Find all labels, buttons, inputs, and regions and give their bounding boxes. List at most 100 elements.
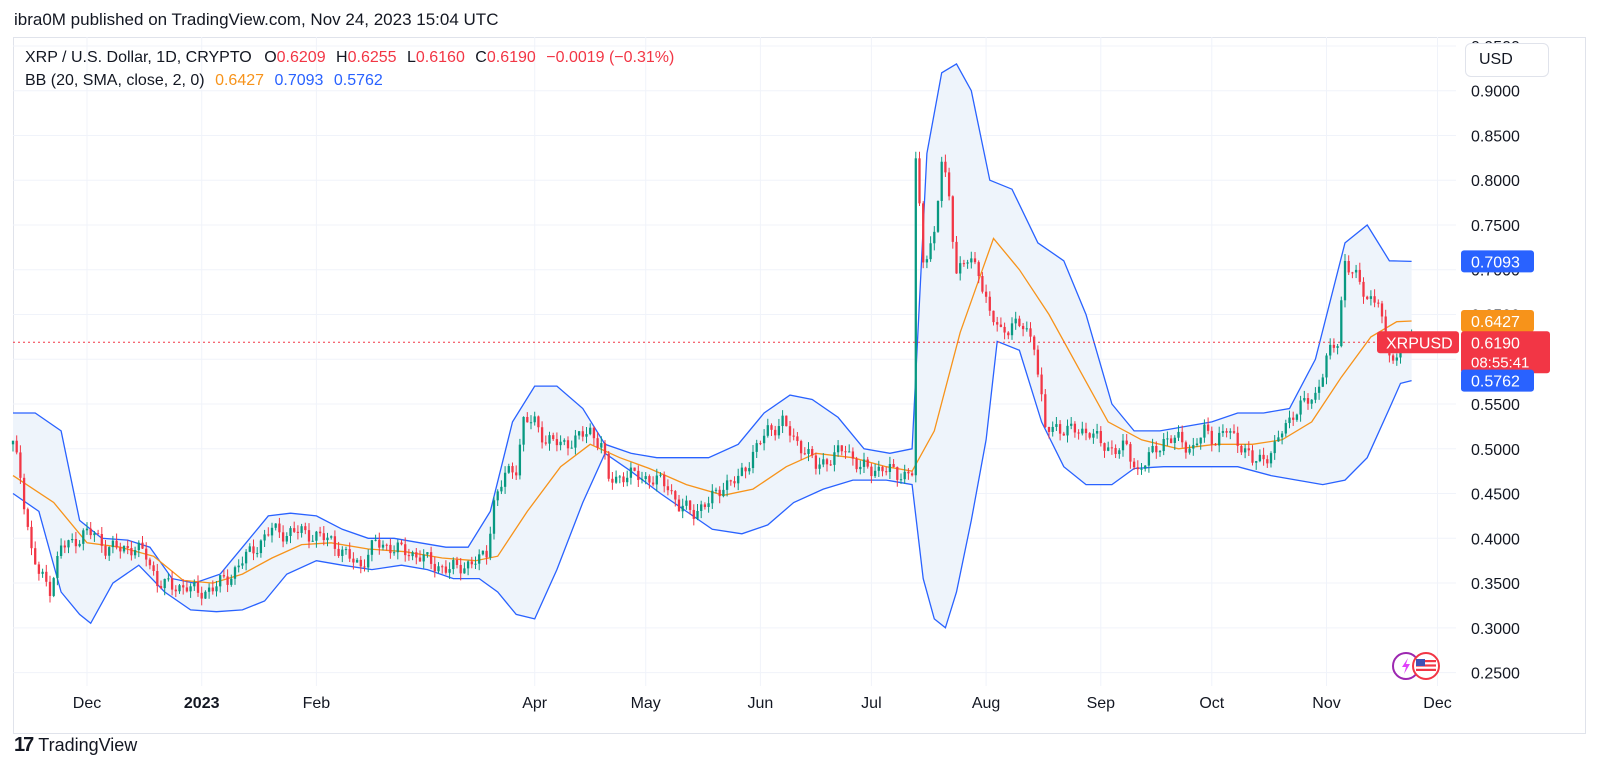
candle-body (663, 474, 666, 487)
candle-body (788, 426, 792, 436)
candle-body (977, 262, 980, 277)
candle-body (585, 434, 588, 437)
candle-body (404, 544, 407, 556)
candle-body (659, 474, 662, 476)
us-flag-badge[interactable] (1391, 651, 1445, 681)
candle-body (903, 471, 906, 480)
candle-body (226, 576, 229, 585)
candle-body (1377, 302, 1380, 304)
candle-body (11, 440, 15, 445)
price-tick-label: 0.2500 (1471, 666, 1520, 683)
candle-body (89, 528, 92, 536)
candle-body (792, 435, 795, 437)
symbol-title[interactable]: XRP / U.S. Dollar, 1D, CRYPTO (25, 49, 252, 66)
candle-body (389, 544, 392, 554)
open-value: 0.6209 (276, 49, 326, 66)
candle-body (1081, 428, 1084, 434)
candle-body (640, 479, 644, 481)
candle-body (681, 505, 684, 512)
candle-body (944, 161, 947, 173)
candle-body (526, 416, 529, 423)
candle-body (263, 534, 266, 541)
candle-body (230, 578, 233, 585)
candle-body (973, 258, 977, 263)
candle-body (1051, 426, 1054, 432)
candle-body (1391, 355, 1395, 361)
candle-body (648, 476, 651, 483)
candle-body (1299, 400, 1302, 415)
currency-button[interactable]: USD (1465, 43, 1549, 77)
candle-body (515, 472, 518, 476)
price-tick-label: 0.4500 (1471, 487, 1520, 504)
candle-body (407, 555, 411, 557)
candle-body (1195, 443, 1199, 446)
candle-body (1221, 431, 1225, 433)
candle-body (37, 564, 41, 574)
candle-body (1303, 398, 1306, 401)
candle-body (862, 459, 866, 467)
candle-body (193, 582, 196, 587)
basis-tag-bg (1461, 310, 1534, 333)
candle-body (933, 231, 936, 244)
bollinger-band (12, 62, 1412, 629)
candle-body (500, 486, 503, 492)
candle-body (999, 324, 1003, 327)
candle-body (196, 582, 200, 593)
candle-body (1354, 269, 1358, 273)
price-tick-label: 0.8000 (1471, 173, 1520, 190)
candle-body (41, 571, 44, 574)
candle-body (74, 538, 78, 547)
candle-body (241, 563, 244, 566)
candle-body (1084, 428, 1088, 434)
bb-band-fill (13, 63, 1412, 628)
candle-body (533, 416, 536, 423)
candle-body (896, 467, 899, 480)
candle-body (511, 466, 514, 473)
candle-body (1062, 433, 1065, 436)
candle-body (400, 542, 403, 545)
candle-body (359, 559, 362, 567)
candle-body (145, 548, 148, 560)
high-value: 0.6255 (347, 49, 397, 66)
candle-body (848, 451, 851, 453)
tv-logo-icon: 17 (14, 733, 34, 756)
candle-body (126, 546, 129, 548)
candle-body (1121, 440, 1125, 451)
candle-body (581, 431, 584, 437)
lower-band-tag: 0.5762 (1471, 374, 1520, 391)
candle-body (108, 547, 111, 556)
candle-body (185, 587, 189, 592)
candle-body (1192, 445, 1195, 449)
candle-body (330, 536, 333, 538)
close-label: C (475, 49, 487, 66)
candle-body (437, 566, 440, 572)
symbol-tag-bg (1377, 331, 1459, 354)
candle-body (507, 466, 510, 473)
candle-body (1095, 431, 1099, 434)
candle-body (489, 533, 492, 558)
candle-body (141, 542, 144, 549)
time-tick-label: Apr (522, 695, 548, 712)
upper-band-tag: 0.7093 (1471, 254, 1520, 271)
tradingview-logo[interactable]: 17 TradingView (14, 734, 137, 756)
candle-body (1114, 448, 1117, 455)
candle-body (774, 429, 777, 436)
candle-body (766, 425, 769, 436)
candle-body (840, 445, 843, 452)
candle-body (714, 489, 718, 491)
candle-body (1073, 423, 1077, 433)
candle-body (692, 509, 695, 519)
candle-body (252, 546, 255, 554)
candle-body (755, 443, 758, 452)
bb-label[interactable]: BB (20, SMA, close, 2, 0) (25, 72, 205, 89)
candle-body (19, 452, 22, 478)
candle-body (970, 258, 973, 263)
candle-body (1336, 346, 1339, 348)
candle-body (1251, 450, 1254, 463)
price-tick-label: 0.4000 (1471, 531, 1520, 548)
candle-body (30, 526, 33, 549)
candle-body (873, 470, 877, 477)
candle-body (725, 480, 729, 490)
candle-body (200, 592, 203, 599)
